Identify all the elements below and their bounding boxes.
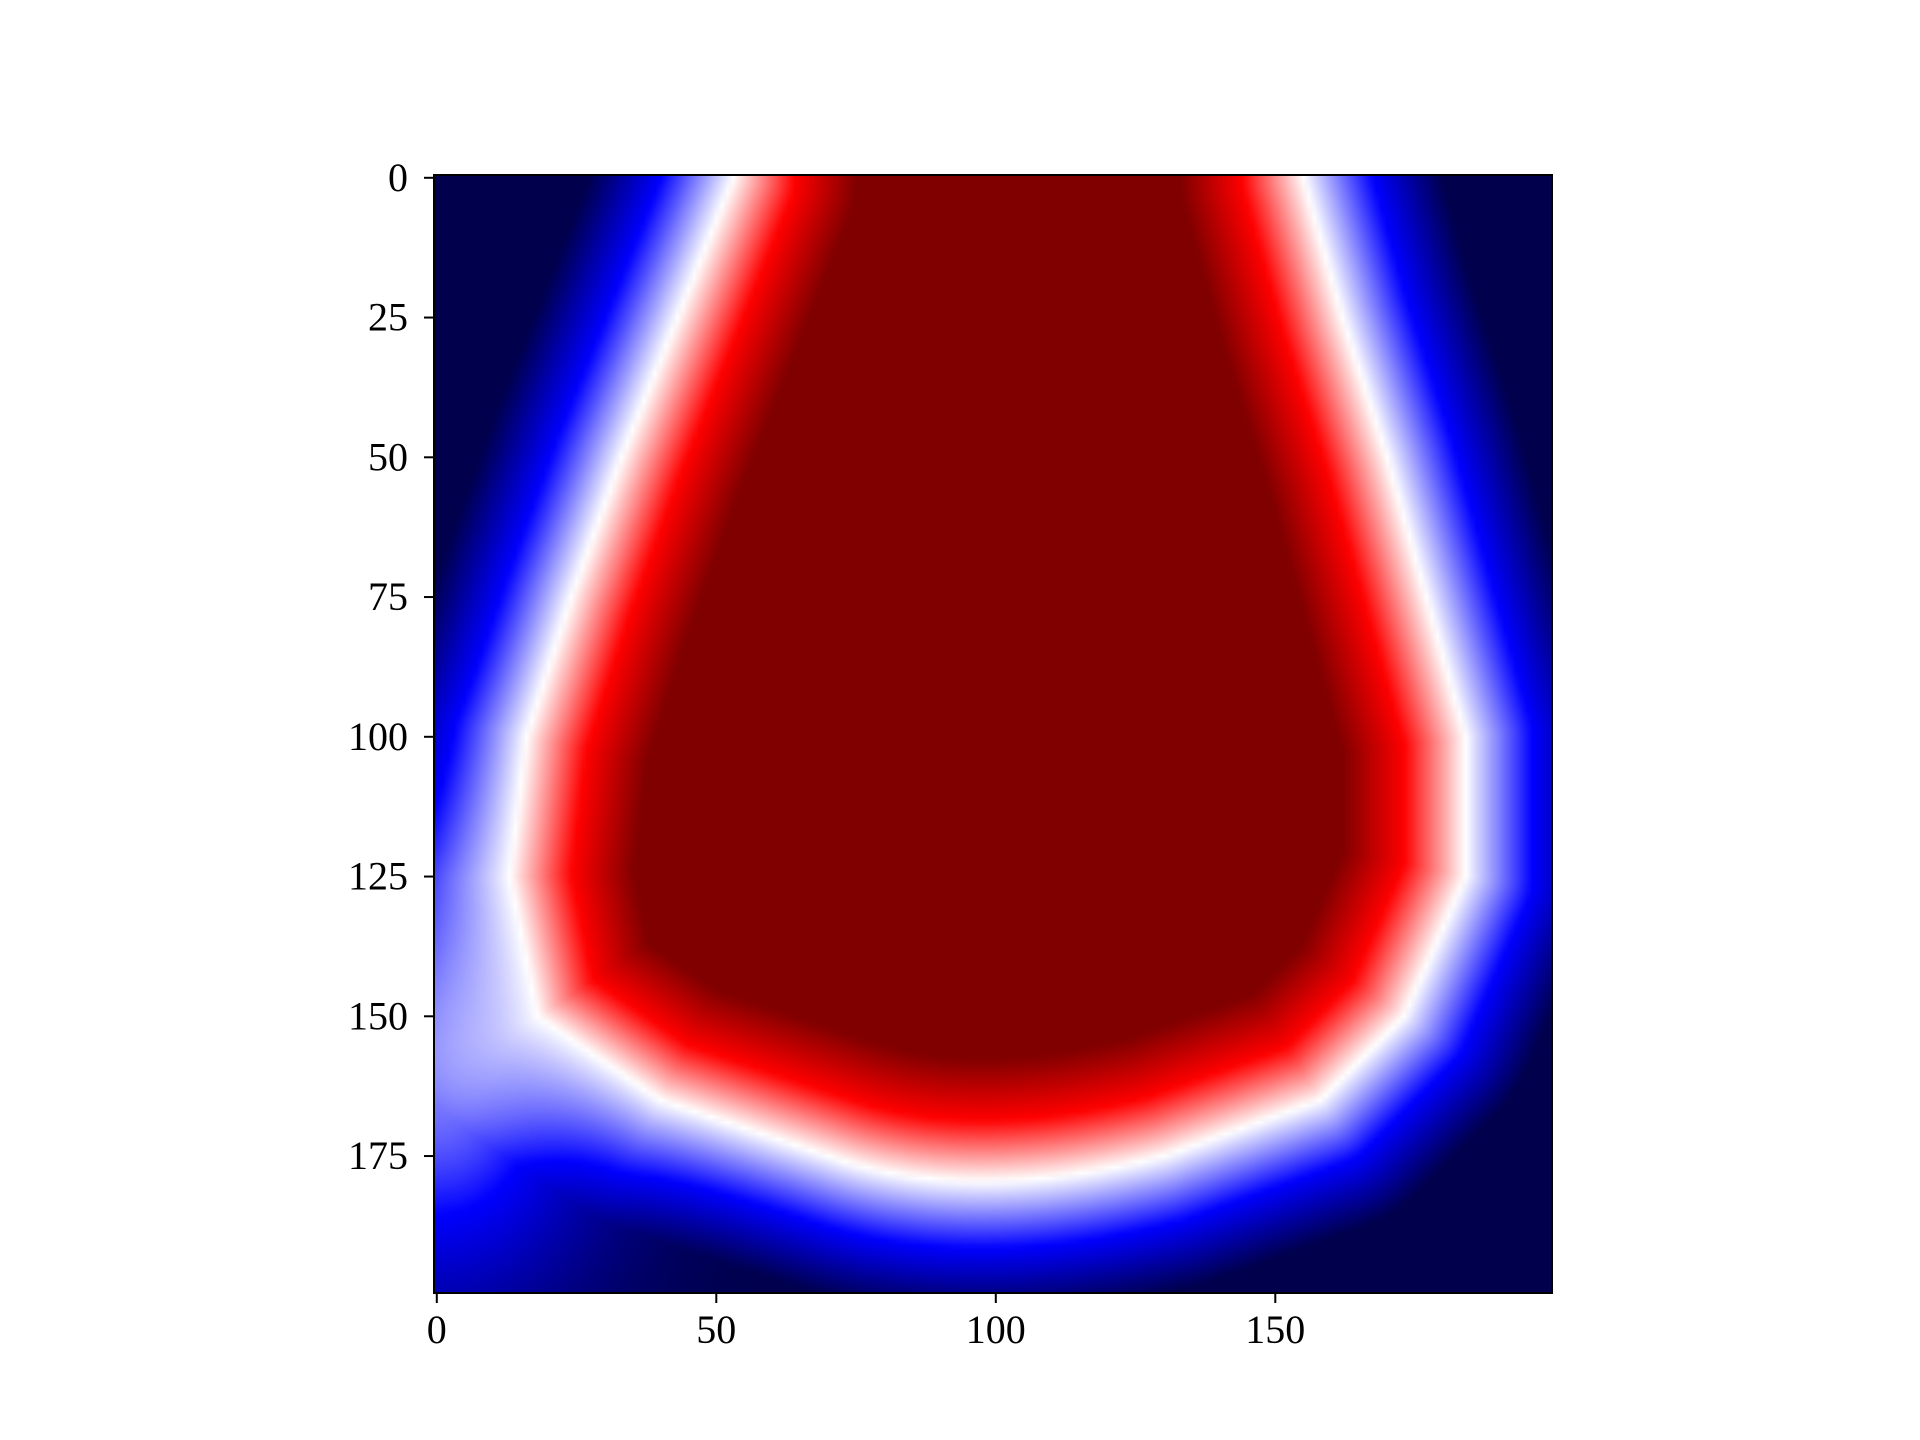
y-tick-label: 0 <box>388 155 408 200</box>
x-tick-label: 100 <box>966 1307 1026 1352</box>
y-tick-label: 125 <box>348 854 408 899</box>
y-tick-label: 100 <box>348 714 408 759</box>
x-tick-label: 150 <box>1245 1307 1305 1352</box>
x-axis-ticks: 0 50 100 150 <box>427 1293 1305 1352</box>
x-tick-label: 0 <box>427 1307 447 1352</box>
x-tick-label: 50 <box>696 1307 736 1352</box>
heatmap-image <box>434 175 1552 1293</box>
y-tick-label: 75 <box>368 574 408 619</box>
y-tick-label: 175 <box>348 1133 408 1178</box>
y-tick-label: 25 <box>368 295 408 340</box>
y-tick-label: 150 <box>348 993 408 1038</box>
y-tick-label: 50 <box>368 434 408 479</box>
y-axis-ticks: 0 25 50 75 100 125 150 175 <box>348 155 434 1178</box>
plot-frame <box>433 174 1553 1294</box>
